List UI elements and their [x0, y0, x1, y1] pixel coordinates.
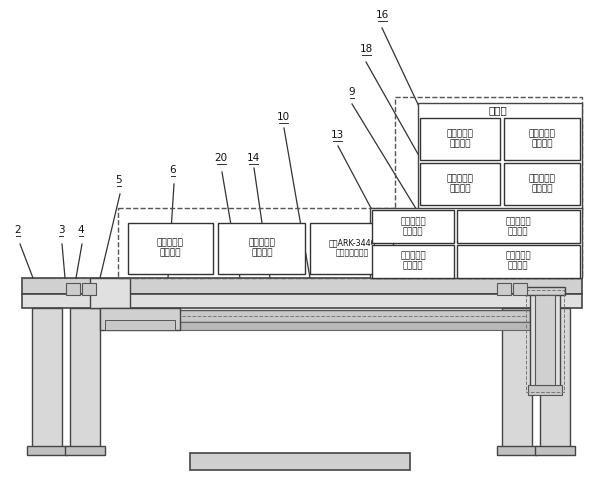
Bar: [513, 283, 527, 295]
Bar: [526, 290, 564, 392]
Bar: [502, 308, 532, 450]
Bar: [120, 322, 530, 330]
Bar: [540, 308, 570, 450]
Text: 6: 6: [169, 165, 176, 175]
Text: 第二伺服电
机驱动器: 第二伺服电 机驱动器: [505, 252, 531, 271]
Text: 4: 4: [78, 225, 84, 235]
Bar: [70, 308, 100, 450]
Text: 9: 9: [349, 87, 355, 97]
Text: 13: 13: [331, 130, 344, 140]
Bar: [65, 446, 105, 455]
Bar: [457, 210, 580, 243]
Bar: [190, 453, 410, 470]
Bar: [535, 295, 555, 385]
Text: 10: 10: [276, 112, 290, 122]
Text: 14: 14: [246, 153, 260, 163]
Bar: [372, 210, 454, 243]
Text: 第二伺服电
机控制器: 第二伺服电 机控制器: [400, 252, 426, 271]
Bar: [497, 446, 537, 455]
Bar: [218, 223, 305, 274]
Bar: [528, 385, 562, 395]
Text: 操作台: 操作台: [489, 105, 507, 115]
Bar: [66, 283, 80, 295]
Text: 水平伺服电
机控制器: 水平伺服电 机控制器: [249, 238, 275, 258]
Bar: [497, 283, 511, 295]
Bar: [27, 446, 67, 455]
Text: 第一伺服电
机控制器: 第一伺服电 机控制器: [400, 217, 426, 237]
Bar: [372, 245, 454, 278]
Bar: [32, 308, 62, 450]
Bar: [420, 163, 500, 205]
Text: 3: 3: [58, 225, 64, 235]
Bar: [395, 97, 582, 278]
Bar: [370, 208, 582, 278]
Bar: [118, 208, 395, 278]
Bar: [457, 245, 580, 278]
Text: 16: 16: [376, 10, 389, 20]
Text: 第二伺服电
机驱动器: 第二伺服电 机驱动器: [528, 174, 555, 194]
Bar: [530, 290, 560, 390]
Text: 第一激光探
头控制器: 第一激光探 头控制器: [447, 129, 474, 149]
Text: 第二激光探
头控制器: 第二激光探 头控制器: [447, 174, 474, 194]
Text: 研华ARK-3440
计算机测控系统: 研华ARK-3440 计算机测控系统: [328, 238, 376, 258]
Bar: [105, 320, 175, 330]
Text: 18: 18: [359, 44, 373, 54]
Text: 水平伺服电
机驱动器: 水平伺服电 机驱动器: [157, 238, 183, 258]
Bar: [22, 278, 582, 294]
Text: 20: 20: [215, 153, 228, 163]
Text: 第一伺服电
机驱动器: 第一伺服电 机驱动器: [505, 217, 531, 237]
Bar: [120, 310, 530, 322]
Bar: [504, 118, 580, 160]
Bar: [22, 294, 582, 308]
Bar: [90, 278, 130, 308]
Text: 第一伺服电
机驱动器: 第一伺服电 机驱动器: [528, 129, 555, 149]
Bar: [128, 223, 213, 274]
Bar: [420, 118, 500, 160]
Bar: [418, 103, 582, 212]
Bar: [535, 446, 575, 455]
Bar: [525, 287, 565, 295]
Bar: [310, 223, 393, 274]
Text: 5: 5: [115, 175, 123, 185]
Bar: [82, 283, 96, 295]
Bar: [100, 308, 180, 330]
Text: 2: 2: [14, 225, 21, 235]
Bar: [504, 163, 580, 205]
